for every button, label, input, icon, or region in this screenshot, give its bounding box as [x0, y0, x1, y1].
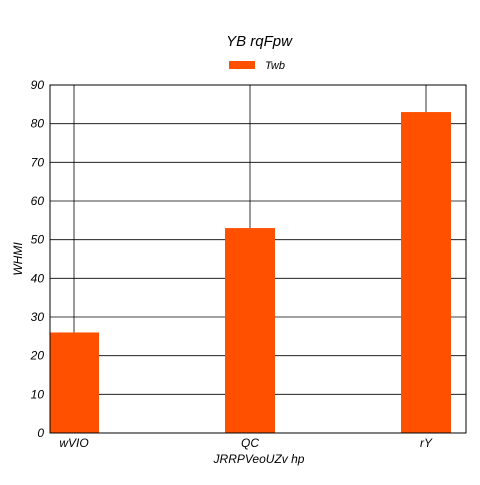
x-tick-label: rY: [420, 436, 433, 450]
y-tick-label: 80: [31, 117, 45, 131]
y-tick-label: 90: [31, 78, 45, 92]
legend: Twb: [229, 60, 285, 72]
x-axis-ticks: wVIO QC rY: [59, 436, 433, 450]
y-tick-label: 20: [30, 349, 45, 363]
bars: [50, 112, 451, 434]
bar: [401, 112, 451, 434]
x-tick-label: wVIO: [59, 436, 88, 450]
y-axis-label: WHMI: [11, 242, 25, 276]
x-axis-label: JRRPVeoUZv hp: [213, 452, 305, 466]
y-tick-label: 50: [31, 233, 45, 247]
legend-label: Twb: [265, 60, 285, 72]
chart-title: YB rqFpw: [226, 33, 293, 50]
y-tick-label: 0: [37, 426, 44, 440]
bar: [225, 228, 275, 433]
bar: [50, 332, 99, 433]
y-tick-label: 10: [31, 387, 45, 401]
y-tick-label: 30: [31, 310, 45, 324]
plot-frame: [49, 84, 467, 434]
y-tick-label: 70: [31, 155, 45, 169]
y-tick-label: 60: [31, 194, 45, 208]
legend-swatch: [229, 61, 255, 69]
y-tick-label: 40: [31, 271, 45, 285]
y-axis-ticks: 0 10 20 30 40 50 60 70 80 90: [30, 78, 45, 440]
x-tick-label: QC: [241, 436, 259, 450]
